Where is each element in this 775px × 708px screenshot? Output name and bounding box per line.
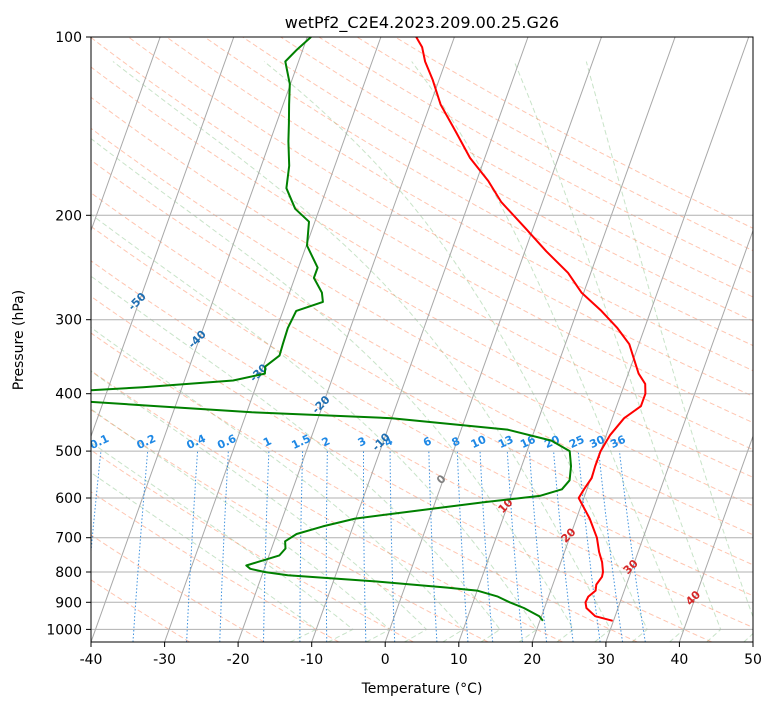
plot-frame xyxy=(90,36,754,643)
x-tick-label: 50 xyxy=(744,652,762,668)
mixing-ratio-line xyxy=(528,451,548,642)
dry-adiabat xyxy=(91,66,753,451)
mixing-ratio-label: 10 xyxy=(469,433,489,451)
dry-adiabat xyxy=(166,37,753,372)
mixing-ratio-line xyxy=(363,451,367,642)
dry-adiabat xyxy=(91,295,713,642)
temperature-line xyxy=(415,37,647,622)
mixing-ratio-line xyxy=(553,451,574,642)
background-lines xyxy=(91,37,753,642)
x-tick-label: -20 xyxy=(227,652,250,668)
x-tick-label: 10 xyxy=(450,652,468,668)
mixing-ratio-line xyxy=(506,451,523,642)
isotherm xyxy=(164,37,382,642)
mixing-ratio-line xyxy=(263,451,270,642)
dry-adiabat xyxy=(394,37,753,229)
x-tick-label: -40 xyxy=(80,652,103,668)
isotherm xyxy=(458,37,676,642)
y-tick-label: 500 xyxy=(55,444,82,460)
isotherm xyxy=(311,37,529,642)
x-tick-label: 30 xyxy=(597,652,615,668)
moist-adiabat xyxy=(91,370,428,642)
mixing-ratio-line xyxy=(219,451,229,642)
profile-lines xyxy=(91,37,647,622)
isotherm xyxy=(237,37,455,642)
y-tick-label: 300 xyxy=(55,313,82,329)
y-tick-label: 900 xyxy=(55,595,82,611)
mixing-ratio-line xyxy=(132,451,149,642)
moist-adiabat xyxy=(91,137,575,642)
x-tick-label: 20 xyxy=(523,652,541,668)
mixing-ratio-label: 25 xyxy=(567,433,586,451)
moist-adiabat xyxy=(112,61,612,642)
mixing-ratio-line xyxy=(428,451,438,642)
isotherm xyxy=(91,37,161,233)
moist-adiabat xyxy=(91,275,501,642)
moist-adiabat xyxy=(91,213,538,642)
dry-adiabat xyxy=(91,192,753,566)
dry-adiabat xyxy=(91,534,265,642)
mixing-ratio-label: 16 xyxy=(518,433,538,451)
mixing-ratio-line xyxy=(389,451,396,642)
dry-adiabat xyxy=(91,491,340,642)
dry-adiabat xyxy=(91,225,753,597)
y-tick-label: 400 xyxy=(55,387,82,403)
dry-adiabat xyxy=(242,37,753,322)
moist-adiabat xyxy=(513,61,722,642)
moist-adiabat xyxy=(263,61,648,642)
dry-adiabat xyxy=(128,37,753,397)
moist-adiabat xyxy=(91,471,318,642)
dry-adiabat xyxy=(91,159,753,536)
isotherm xyxy=(678,434,753,642)
y-tick-label: 700 xyxy=(55,531,82,547)
dry-adiabat xyxy=(204,37,753,347)
moist-adiabat xyxy=(91,326,465,642)
isotherm xyxy=(531,37,750,642)
moist-adiabat xyxy=(585,61,753,642)
mixing-ratio-label: 13 xyxy=(496,433,515,451)
mixing-ratio-label: 36 xyxy=(608,433,628,451)
mixing-ratio-line xyxy=(325,451,328,642)
y-tick-label: 800 xyxy=(55,565,82,581)
dry-adiabat xyxy=(91,96,753,478)
isotherm xyxy=(91,37,308,642)
isotherm xyxy=(605,229,753,642)
plot-background xyxy=(91,37,753,642)
dry-adiabat xyxy=(91,260,753,629)
x-axis-label: Temperature (°C) xyxy=(361,681,483,697)
isotherm-label: -70 xyxy=(14,192,37,215)
x-tick-label: -30 xyxy=(153,652,176,668)
mixing-ratio-line xyxy=(456,451,469,642)
moist-adiabat xyxy=(91,441,354,642)
mixing-ratio-line xyxy=(186,451,199,642)
y-tick-label: 600 xyxy=(55,491,82,507)
x-tick-label: -10 xyxy=(300,652,323,668)
y-tick-label: 100 xyxy=(55,30,82,46)
isotherm-label: -60 xyxy=(70,241,93,264)
x-tick-label: 40 xyxy=(670,652,688,668)
y-tick-label: 1000 xyxy=(46,622,82,638)
mixing-ratio-line xyxy=(91,451,102,557)
isotherm xyxy=(752,640,753,642)
mixing-ratio-line xyxy=(299,451,304,642)
x-tick-label: 0 xyxy=(381,652,390,668)
isotherm xyxy=(384,37,602,642)
mixing-ratio-line xyxy=(479,451,494,642)
isotherm xyxy=(91,37,235,438)
dry-adiabat xyxy=(356,37,753,252)
axis-ticks: -40 -30 -20 -10 0 10 20 30 40 50 100 200 300 400 500 60… xyxy=(46,30,762,668)
y-tick-label: 200 xyxy=(55,208,82,224)
dry-adiabat xyxy=(91,332,638,642)
moist-adiabat xyxy=(91,408,391,642)
y-axis-label: Pressure (hPa) xyxy=(11,290,27,390)
moist-adiabat xyxy=(411,61,685,642)
dewpoint-line xyxy=(91,37,572,622)
dry-adiabat xyxy=(91,37,753,424)
chart-title: wetPf2_C2E4.2023.209.00.25.G26 xyxy=(285,13,559,33)
